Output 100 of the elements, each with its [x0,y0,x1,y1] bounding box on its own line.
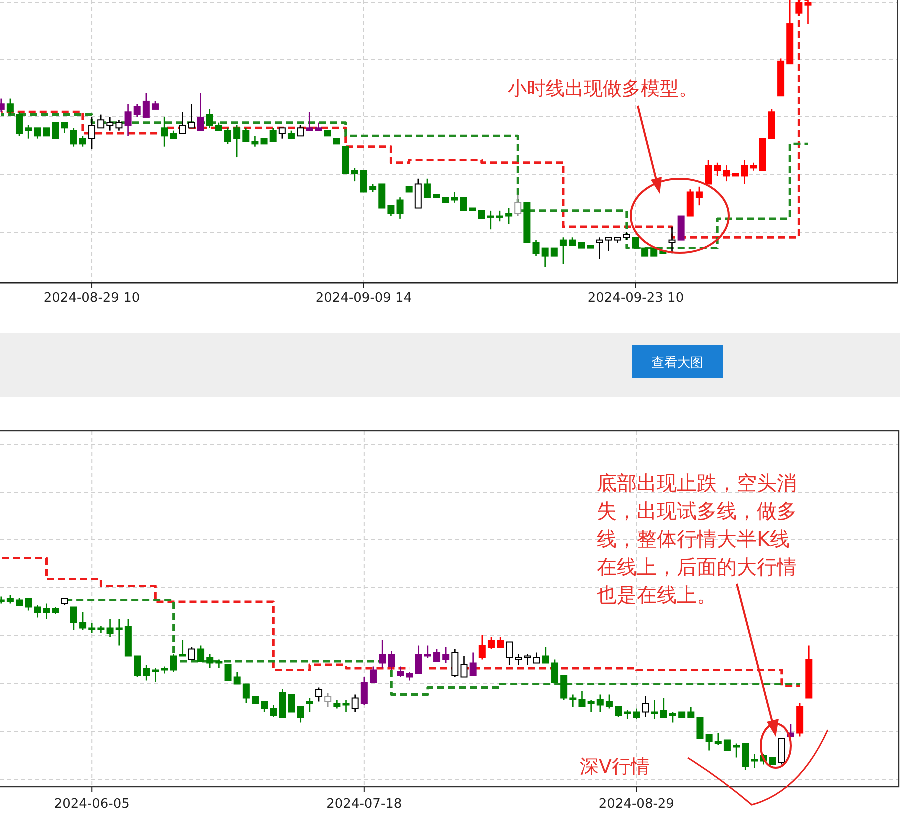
candlestick [651,699,658,720]
candlestick [688,706,695,718]
candlestick [397,666,404,678]
candlestick [497,636,504,648]
candlestick [578,690,586,708]
candlestick [170,654,178,673]
candlestick [106,116,114,132]
candlestick [741,160,748,185]
candlestick [188,646,196,660]
candlestick [515,654,522,666]
candlestick [605,236,612,252]
candlestick [206,108,214,129]
candlestick [451,192,458,204]
candlestick [470,652,477,676]
candlestick [288,694,296,713]
candlestick [116,618,123,646]
candlestick [179,640,186,657]
candlestick [306,698,314,713]
candlestick [6,98,14,116]
button: 查看大图 [632,345,723,378]
candlestick [460,656,468,678]
candlestick [342,699,350,713]
candlestick [642,696,650,718]
candlestick [552,659,559,684]
candlestick [143,664,150,682]
candlestick [16,111,23,137]
candlestick [188,103,196,129]
candlestick [724,740,731,752]
candlestick [668,226,676,254]
candlestick [34,604,42,618]
candlestick [116,120,123,132]
candlestick [242,128,250,142]
candlestick [506,208,513,225]
candlestick [506,642,514,666]
candlestick [733,743,740,758]
x-tick-label: 2024-06-05 [54,797,130,812]
candlestick [252,136,259,148]
x-tick-label: 2024-09-09 14 [316,291,412,306]
candlestick [242,684,250,704]
x-tick-label: 2024-09-23 10 [588,291,684,306]
candlestick [424,645,432,659]
candlestick [705,160,712,185]
candlestick [197,92,204,132]
candlestick [270,128,277,142]
candlestick [388,650,396,671]
candlestick [570,694,577,708]
candlestick [306,111,314,132]
candlestick [206,654,214,670]
annotation: 底部出现止跌，空头消失，出现试多线，做多线，整体行情大半K线在线上，后面的大行情也是在线上。 [597,471,797,607]
candlestick [79,136,86,148]
annotation: 小时线出现做多模型。 [508,78,698,100]
candlestick [532,240,540,257]
candlestick [588,699,595,713]
candlestick [560,674,568,701]
candlestick [487,210,494,230]
candlestick [134,103,141,118]
candlestick [706,734,713,752]
candlestick [324,692,332,708]
candlestick [442,646,450,664]
candlestick [316,687,323,702]
candlestick [460,197,468,212]
candlestick [270,704,278,718]
candlestick [633,708,640,720]
candlestick [804,0,812,25]
candlestick [25,124,32,140]
candlestick [632,237,640,249]
candlestick [360,676,368,706]
candlestick [43,603,50,620]
candlestick [596,236,604,260]
candlestick [161,116,168,148]
candlestick [88,116,96,150]
candlestick [179,111,186,134]
candlestick [533,652,540,664]
candlestick [388,204,395,217]
candlestick [714,732,722,746]
candlestick [370,666,377,684]
candlestick [742,743,750,771]
candlestick [70,606,78,631]
candlestick [25,598,32,612]
x-tick-label: 2024-08-29 [598,797,674,812]
candlestick [524,654,532,666]
candlestick [80,612,87,631]
candlestick [478,634,486,660]
candlestick [615,706,622,718]
candlestick [124,103,132,137]
candlestick [660,698,668,718]
candlestick [52,122,60,140]
x-tick-label: 2024-07-18 [326,797,402,812]
candlestick [696,186,703,206]
candlestick [61,122,68,134]
candlestick [670,712,676,724]
candlestick [224,664,232,682]
candlestick [542,248,549,268]
candlestick [396,196,404,220]
annotation: 深V行情 [580,756,650,778]
candlestick [234,671,241,685]
candlestick [796,0,803,17]
candlestick [351,168,358,182]
candlestick [542,646,550,664]
candlestick [415,645,422,674]
